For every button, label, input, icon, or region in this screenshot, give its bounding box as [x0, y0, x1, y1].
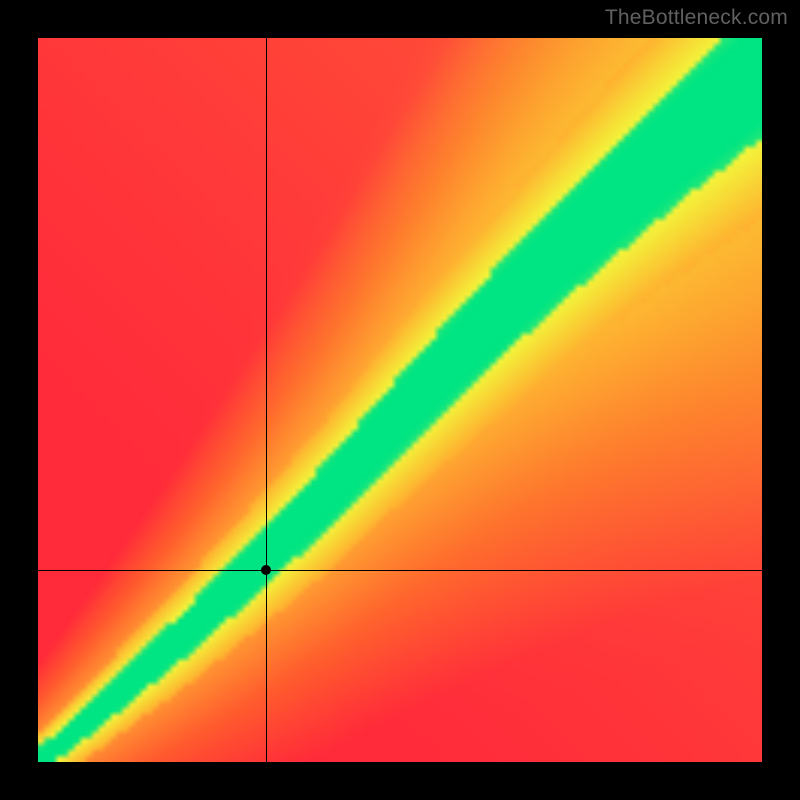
crosshair-horizontal: [38, 570, 762, 571]
chart-container: TheBottleneck.com: [0, 0, 800, 800]
crosshair-marker: [261, 565, 271, 575]
plot-area: [38, 38, 762, 762]
watermark-text: TheBottleneck.com: [605, 6, 788, 30]
heatmap-canvas: [38, 38, 762, 762]
crosshair-vertical: [266, 38, 267, 762]
